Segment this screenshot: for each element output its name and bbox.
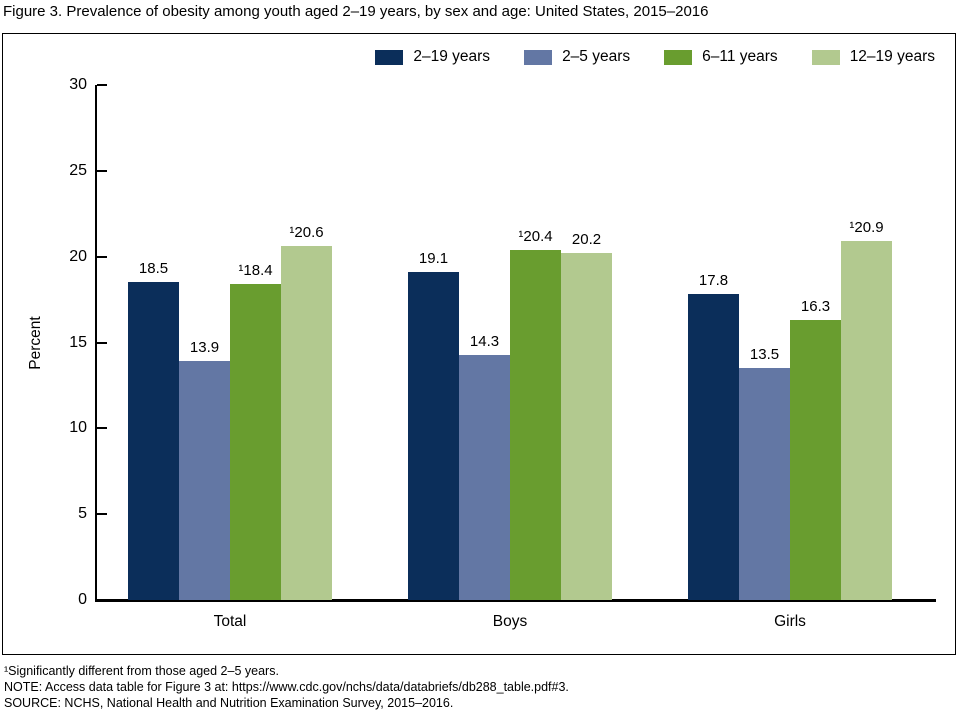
bar-value-label: 19.1 [418,250,449,268]
legend-label: 6–11 years [702,48,778,65]
chart-legend: 2–19 years 2–5 years 6–11 years 12–19 years [375,48,935,66]
bar-boys-slate-blue [459,354,510,600]
y-tick-label-30: 30 [69,76,87,93]
legend-swatch-light-green [811,49,840,65]
legend-label: 2–5 years [562,48,631,65]
y-tick-15 [97,341,107,344]
legend-label: 2–19 years [413,48,491,65]
footnotes: ¹Significantly different from those aged… [4,663,569,711]
chart-area: 2–19 years 2–5 years 6–11 years 12–19 years… [2,33,956,655]
legend-swatch-slate-blue [524,49,553,65]
bar-total-medium-green [230,284,281,600]
bar-girls-slate-blue [739,368,790,600]
category-label-girls: Girls [774,613,806,630]
bar-girls-medium-green [790,320,841,600]
legend-label: 12–19 years [849,48,935,65]
category-label-boys: Boys [492,613,528,630]
y-tick-5 [97,513,107,516]
bar-value-label: 13.5 [749,346,780,364]
y-tick-label-10: 10 [69,419,87,437]
bar-girls-dark-navy [688,294,739,600]
footnote-line-3: SOURCE: NCHS, National Health and Nutrit… [4,696,454,710]
bar-value-label: ¹20.4 [518,227,553,245]
bar-value-label: 18.5 [138,260,169,278]
bar-total-slate-blue [179,361,230,600]
legend-swatch-medium-green [664,49,693,65]
bar-value-label: ¹20.9 [849,219,884,237]
y-tick-label-20: 20 [69,247,87,265]
x-axis-baseline [95,599,936,602]
category-label-total: Total [213,613,247,630]
footnote-line-2: NOTE: Access data table for Figure 3 at:… [4,680,569,694]
bar-value-label: 13.9 [189,339,220,357]
legend-item-slate-blue: 2–5 years [524,48,630,66]
bar-boys-light-green [561,253,612,600]
y-tick-label-5: 5 [78,505,87,523]
bar-boys-medium-green [510,249,561,600]
bar-boys-dark-navy [408,272,459,600]
legend-item-dark-navy: 2–19 years [375,48,490,66]
bar-girls-light-green [841,241,892,600]
bar-total-dark-navy [128,282,179,600]
legend-item-medium-green: 6–11 years [664,48,778,66]
legend-item-light-green: 12–19 years [811,48,935,66]
bar-value-label: 20.2 [571,231,602,249]
bar-value-label: 17.8 [698,272,729,290]
y-tick-30 [97,84,107,86]
bar-value-label: 16.3 [800,298,831,316]
bar-value-label: ¹18.4 [238,262,273,280]
figure-title: Figure 3. Prevalence of obesity among yo… [3,3,709,20]
bar-value-label: ¹20.6 [289,224,324,242]
y-axis-line [95,85,97,600]
footnote-line-1: ¹Significantly different from those aged… [4,664,279,678]
y-tick-25 [97,169,107,172]
bar-value-label: 14.3 [469,332,500,350]
legend-swatch-dark-navy [375,49,404,65]
y-tick-label-25: 25 [69,161,87,179]
y-tick-20 [97,255,107,258]
y-tick-label-0: 0 [78,591,87,608]
y-tick-10 [97,427,107,430]
bar-total-light-green [281,246,332,600]
y-tick-label-15: 15 [69,333,87,351]
